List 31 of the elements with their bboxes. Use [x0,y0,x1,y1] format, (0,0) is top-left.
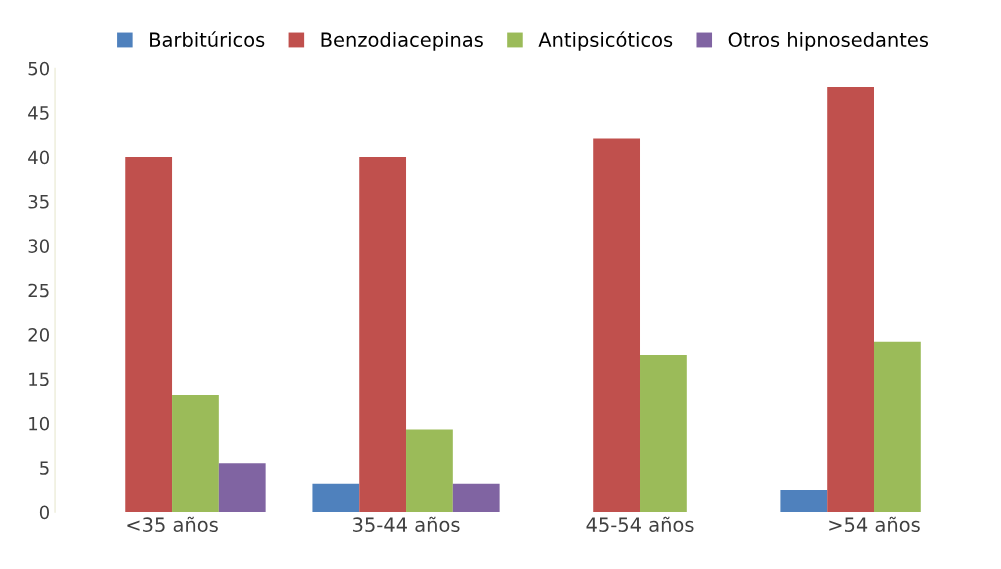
x-tick-label: <35 años [127,516,218,533]
legend-label: Benzodiacepinas [321,31,483,51]
bar [780,489,828,513]
bar [406,429,453,513]
y-tick-label: 45 [28,106,49,120]
bar [172,394,219,513]
bar [827,86,874,513]
y-tick-label: 5 [40,461,49,475]
bar [874,341,921,513]
x-tick-label: 35-44 años [353,516,460,533]
y-tick-label: 40 [28,150,49,165]
y-tick-label: 30 [28,239,49,253]
y-tick-label: 10 [29,416,49,431]
x-tick-label: 45-54 años [586,516,694,533]
legend-label: Antipsicóticos [538,31,673,51]
bar [640,354,687,513]
bar [452,483,500,513]
legend-label: Otros hipnosedantes [728,31,929,51]
y-tick-label: 15 [29,372,49,387]
bar [218,463,266,513]
x-tick-label: >54 años [829,516,920,533]
y-tick-label: 25 [28,283,49,298]
bar [359,157,407,513]
y-tick-label: 20 [28,328,49,342]
legend-label: Barbitúricos [150,31,265,48]
bar [125,157,173,513]
y-tick-label: 50 [28,61,49,76]
y-tick-label: 0 [39,505,49,520]
bar [312,483,360,513]
bar [593,138,641,513]
y-tick-label: 35 [28,194,49,209]
